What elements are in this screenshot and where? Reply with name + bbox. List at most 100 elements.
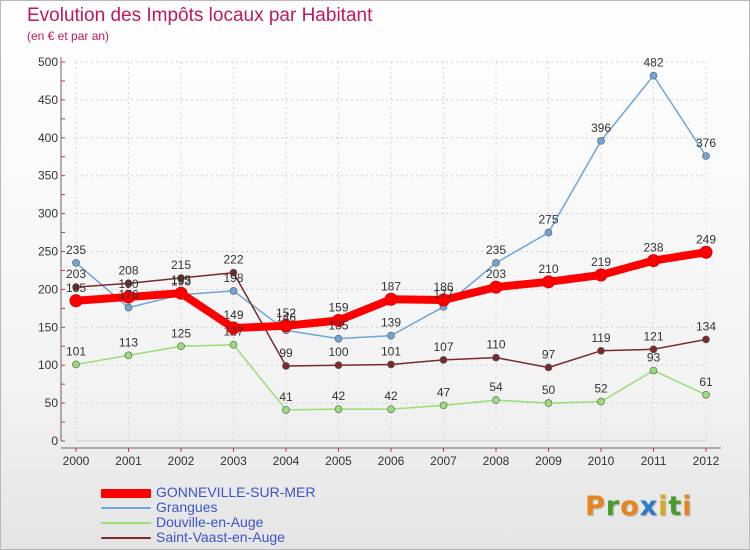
legend-label: Grangues bbox=[156, 499, 218, 515]
data-label: 54 bbox=[489, 380, 503, 394]
x-tick-label: 2001 bbox=[115, 454, 142, 468]
data-point bbox=[597, 346, 605, 355]
data-point bbox=[647, 254, 660, 268]
data-label: 208 bbox=[118, 263, 138, 277]
data-label: 113 bbox=[119, 335, 138, 349]
data-label: 176 bbox=[118, 288, 138, 302]
logo-letter: t bbox=[668, 491, 683, 522]
legend-item: Douville-en-Auge bbox=[101, 515, 401, 530]
data-label: 159 bbox=[328, 300, 348, 314]
data-point bbox=[702, 335, 710, 344]
y-tick-label: 350 bbox=[38, 169, 58, 183]
x-tick-label: 2012 bbox=[693, 454, 720, 468]
logo-letter: r bbox=[605, 491, 621, 522]
data-label: 97 bbox=[542, 347, 556, 361]
data-label: 52 bbox=[594, 382, 608, 396]
data-point bbox=[597, 397, 605, 406]
data-label: 99 bbox=[279, 346, 293, 360]
data-label: 119 bbox=[591, 331, 610, 345]
data-label: 396 bbox=[591, 121, 611, 135]
data-point bbox=[177, 274, 185, 282]
data-point bbox=[387, 360, 395, 369]
data-point bbox=[229, 268, 238, 277]
x-tick-label: 2004 bbox=[273, 454, 300, 468]
data-point bbox=[597, 137, 605, 145]
data-point bbox=[334, 361, 343, 370]
data-label: 219 bbox=[591, 255, 611, 269]
logo-letter: i bbox=[682, 491, 693, 522]
legend-label: GONNEVILLE-SUR-MER bbox=[156, 484, 316, 500]
data-label: 190 bbox=[118, 277, 138, 291]
data-point bbox=[492, 353, 500, 362]
series-2 bbox=[72, 340, 710, 414]
data-point bbox=[489, 280, 503, 294]
legend-label: Saint-Vaast-en-Auge bbox=[156, 529, 285, 545]
logo-letter: x bbox=[639, 491, 659, 522]
data-label: 203 bbox=[486, 267, 506, 281]
data-label: 127 bbox=[223, 325, 243, 339]
data-point bbox=[542, 275, 555, 289]
logo-letter: i bbox=[658, 491, 669, 522]
y-tick-label: 150 bbox=[38, 320, 58, 334]
data-point bbox=[544, 228, 553, 237]
y-tick-label: 400 bbox=[38, 131, 58, 145]
y-tick-label: 50 bbox=[45, 396, 59, 410]
logo-letter: o bbox=[620, 491, 640, 522]
data-label: 110 bbox=[486, 338, 505, 352]
chart-legend: GONNEVILLE-SUR-MER Grangues Douville-en-Au… bbox=[101, 485, 401, 545]
data-label: 107 bbox=[433, 340, 453, 354]
x-tick-label: 2005 bbox=[325, 454, 352, 468]
legend-label: Douville-en-Auge bbox=[156, 514, 264, 530]
data-label: 235 bbox=[486, 243, 506, 257]
x-tick-label: 2006 bbox=[378, 454, 405, 468]
chart-title: Evolution des Impôts locaux par Habitant bbox=[27, 5, 373, 26]
data-point bbox=[229, 287, 238, 295]
data-label: 482 bbox=[643, 56, 663, 70]
data-point bbox=[72, 259, 80, 267]
x-tick-label: 2007 bbox=[430, 454, 457, 468]
data-label: 42 bbox=[384, 389, 398, 403]
data-point bbox=[334, 334, 343, 343]
data-point bbox=[702, 152, 710, 160]
data-point bbox=[124, 351, 133, 360]
legend-swatch bbox=[101, 488, 151, 498]
x-tick-label: 2009 bbox=[535, 454, 562, 468]
y-tick-label: 300 bbox=[38, 207, 58, 221]
data-point bbox=[227, 321, 240, 335]
data-point bbox=[174, 286, 188, 300]
data-label: 215 bbox=[171, 258, 191, 272]
logo-letter: P bbox=[585, 491, 606, 522]
x-tick-label: 2008 bbox=[483, 454, 510, 468]
data-label: 61 bbox=[699, 375, 713, 389]
data-label: 41 bbox=[279, 390, 293, 404]
legend-item: GONNEVILLE-SUR-MER bbox=[101, 485, 401, 500]
legend-swatch bbox=[101, 537, 151, 539]
data-point bbox=[544, 399, 553, 407]
legend-item: Grangues bbox=[101, 500, 401, 515]
data-point bbox=[387, 331, 395, 340]
data-label: 101 bbox=[66, 344, 86, 358]
data-label: 177 bbox=[433, 287, 453, 301]
data-label: 187 bbox=[381, 279, 401, 293]
x-tick-label: 2011 bbox=[641, 454, 667, 468]
data-label: 210 bbox=[538, 262, 558, 276]
data-label: 139 bbox=[381, 316, 401, 330]
data-label: 238 bbox=[643, 241, 663, 255]
data-point bbox=[332, 313, 345, 327]
x-tick-label: 2000 bbox=[63, 454, 90, 468]
data-point bbox=[124, 279, 133, 288]
data-point bbox=[282, 406, 290, 414]
data-label: 186 bbox=[433, 280, 453, 294]
grid-lines bbox=[75, 61, 707, 442]
data-label: 100 bbox=[328, 345, 348, 359]
data-labels: 235 176 193 198 146 135 139 177 235 275 396 482 376 1… bbox=[66, 56, 716, 404]
data-label: 93 bbox=[647, 351, 661, 365]
data-point bbox=[437, 293, 450, 307]
series-3 bbox=[72, 268, 710, 372]
data-label: 235 bbox=[66, 243, 86, 257]
data-label: 42 bbox=[332, 389, 346, 403]
data-label: 146 bbox=[276, 310, 296, 324]
